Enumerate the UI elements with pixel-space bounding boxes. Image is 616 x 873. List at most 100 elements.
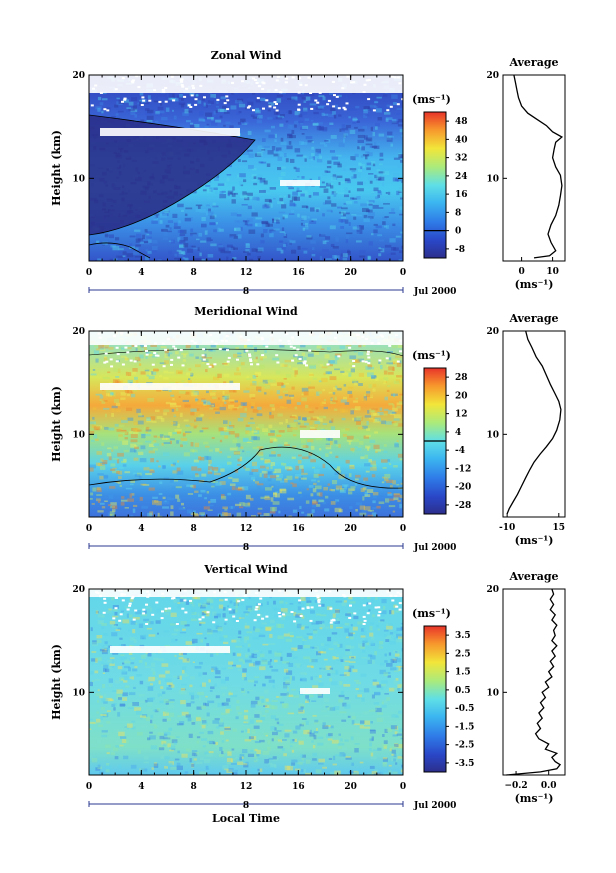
- heatmap-cell: [389, 641, 397, 645]
- heatmap-cell: [94, 678, 101, 681]
- heatmap-cell: [372, 679, 377, 682]
- heatmap-cell: [226, 769, 233, 773]
- heatmap-cell: [244, 197, 250, 201]
- heatmap-cell: [105, 700, 110, 702]
- heatmap-cell: [297, 420, 304, 424]
- heatmap-cell: [109, 511, 115, 516]
- heatmap-cell: [223, 124, 226, 127]
- heatmap-cell: [347, 386, 354, 389]
- heatmap-cell: [110, 750, 114, 754]
- heatmap-cell: [289, 601, 297, 604]
- heatmap-cell: [384, 473, 391, 479]
- heatmap-cell: [323, 487, 328, 491]
- heatmap-cell: [196, 752, 199, 755]
- heatmap-cell: [352, 379, 357, 382]
- heatmap-cell: [178, 258, 182, 261]
- heatmap-cell: [393, 650, 400, 653]
- missing-data: [128, 604, 132, 607]
- heatmap-cell: [208, 751, 214, 754]
- heatmap-cell: [274, 468, 282, 474]
- heatmap-cell: [311, 140, 314, 143]
- heatmap-cell: [252, 92, 256, 95]
- heatmap-cell: [153, 100, 158, 103]
- heatmap-cell: [294, 370, 298, 375]
- heatmap-cell: [201, 721, 208, 726]
- heatmap-cell: [115, 629, 121, 631]
- heatmap-cell: [102, 344, 109, 347]
- heatmap-cell: [93, 99, 99, 103]
- heatmap-cell: [277, 114, 284, 119]
- missing-data: [120, 331, 124, 334]
- heatmap-cell: [209, 690, 213, 692]
- heatmap-cell: [398, 188, 403, 193]
- heatmap-cell: [237, 757, 240, 760]
- heatmap-cell: [382, 221, 386, 225]
- heatmap-cell: [299, 458, 303, 461]
- heatmap-cell: [386, 104, 392, 107]
- heatmap-cell: [91, 758, 98, 763]
- heatmap-cell: [217, 108, 224, 112]
- heatmap-cell: [289, 135, 296, 139]
- heatmap-cell: [173, 421, 178, 426]
- missing-data: [180, 79, 184, 81]
- heatmap-cell: [276, 730, 282, 732]
- heatmap-cell: [401, 396, 403, 401]
- heatmap-cell: [121, 496, 125, 499]
- heatmap-cell: [181, 669, 185, 674]
- heatmap-cell: [260, 233, 264, 238]
- heatmap-cell: [207, 504, 214, 507]
- heatmap-cell: [298, 600, 301, 604]
- heatmap-cell: [134, 446, 139, 450]
- heatmap-cell: [323, 697, 330, 703]
- heatmap-cell: [100, 706, 106, 711]
- heatmap-cell: [97, 258, 103, 261]
- heatmap-cell: [318, 758, 325, 763]
- heatmap-cell: [227, 605, 230, 608]
- heatmap-cell: [267, 150, 274, 155]
- missing-data: [241, 80, 245, 83]
- average-y-tick-label: 10: [486, 174, 499, 184]
- missing-data: [269, 334, 273, 337]
- day-label: 8: [243, 801, 249, 811]
- heatmap-cell: [159, 695, 162, 699]
- heatmap-cell: [134, 376, 138, 380]
- heatmap-cell: [380, 686, 384, 690]
- heatmap-cell: [257, 256, 261, 259]
- heatmap-cell: [323, 416, 327, 419]
- heatmap-cell: [225, 704, 231, 708]
- heatmap-cell: [232, 618, 238, 623]
- average-frame: [502, 330, 566, 518]
- heatmap-cell: [261, 657, 266, 661]
- heatmap-cell: [226, 256, 229, 261]
- heatmap-cell: [320, 348, 325, 350]
- heatmap-cell: [126, 723, 133, 728]
- heatmap-cell: [386, 479, 393, 483]
- missing-data: [292, 346, 296, 349]
- missing-data: [187, 104, 191, 107]
- missing-data: [226, 349, 229, 352]
- heatmap-cell: [169, 701, 175, 703]
- heatmap-cell: [311, 659, 318, 663]
- heatmap-cell: [314, 424, 318, 428]
- heatmap-cell: [190, 228, 194, 232]
- heatmap-cell: [389, 238, 396, 243]
- heatmap-cell: [103, 407, 110, 410]
- heatmap-cell: [360, 720, 365, 724]
- heatmap-cell: [149, 470, 155, 473]
- heatmap-cell: [337, 94, 342, 98]
- heatmap-cell: [251, 248, 257, 252]
- heatmap-cell: [353, 359, 360, 363]
- heatmap-cell: [97, 613, 104, 618]
- heatmap-cell: [311, 152, 315, 157]
- heatmap-cell: [297, 213, 300, 218]
- missing-data: [305, 364, 308, 367]
- heatmap-cell: [263, 180, 268, 185]
- heatmap-cell: [145, 431, 148, 433]
- heatmap-cell: [336, 617, 340, 622]
- heatmap-cell: [354, 482, 358, 486]
- heatmap-cell: [174, 253, 178, 257]
- heatmap-cell: [156, 348, 159, 351]
- date-label: Jul 2000: [413, 801, 456, 811]
- heatmap-cell: [294, 622, 298, 626]
- heatmap-cell: [363, 626, 366, 631]
